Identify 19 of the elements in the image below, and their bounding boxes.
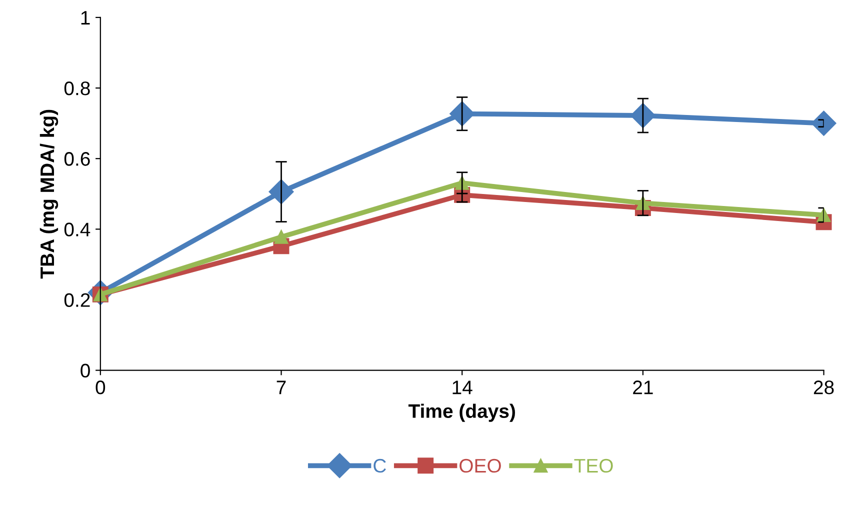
- x-tick-label: 7: [276, 380, 286, 394]
- x-axis-title: Time (days): [408, 404, 515, 422]
- y-tick-label: 1: [81, 11, 90, 25]
- y-tick-label: 0.8: [64, 81, 90, 96]
- y-tick-label: 0: [80, 364, 90, 378]
- y-axis-title: TBA (mg MDA/ kg): [40, 110, 58, 279]
- x-tick-label: 21: [633, 380, 653, 394]
- legend-label: C: [374, 458, 386, 473]
- legend-label: TEO: [574, 458, 613, 473]
- y-tick-label: 0.4: [64, 222, 90, 236]
- legend-label: OEO: [460, 458, 501, 473]
- y-tick-label: 0.6: [64, 152, 90, 166]
- point: [816, 208, 831, 222]
- x-tick-label: 0: [96, 380, 106, 394]
- x-tick-label: 14: [452, 380, 472, 394]
- y-tick-label: 0.2: [64, 293, 90, 307]
- point: [274, 230, 288, 244]
- point: [811, 110, 836, 136]
- x-tick-label: 28: [814, 380, 834, 394]
